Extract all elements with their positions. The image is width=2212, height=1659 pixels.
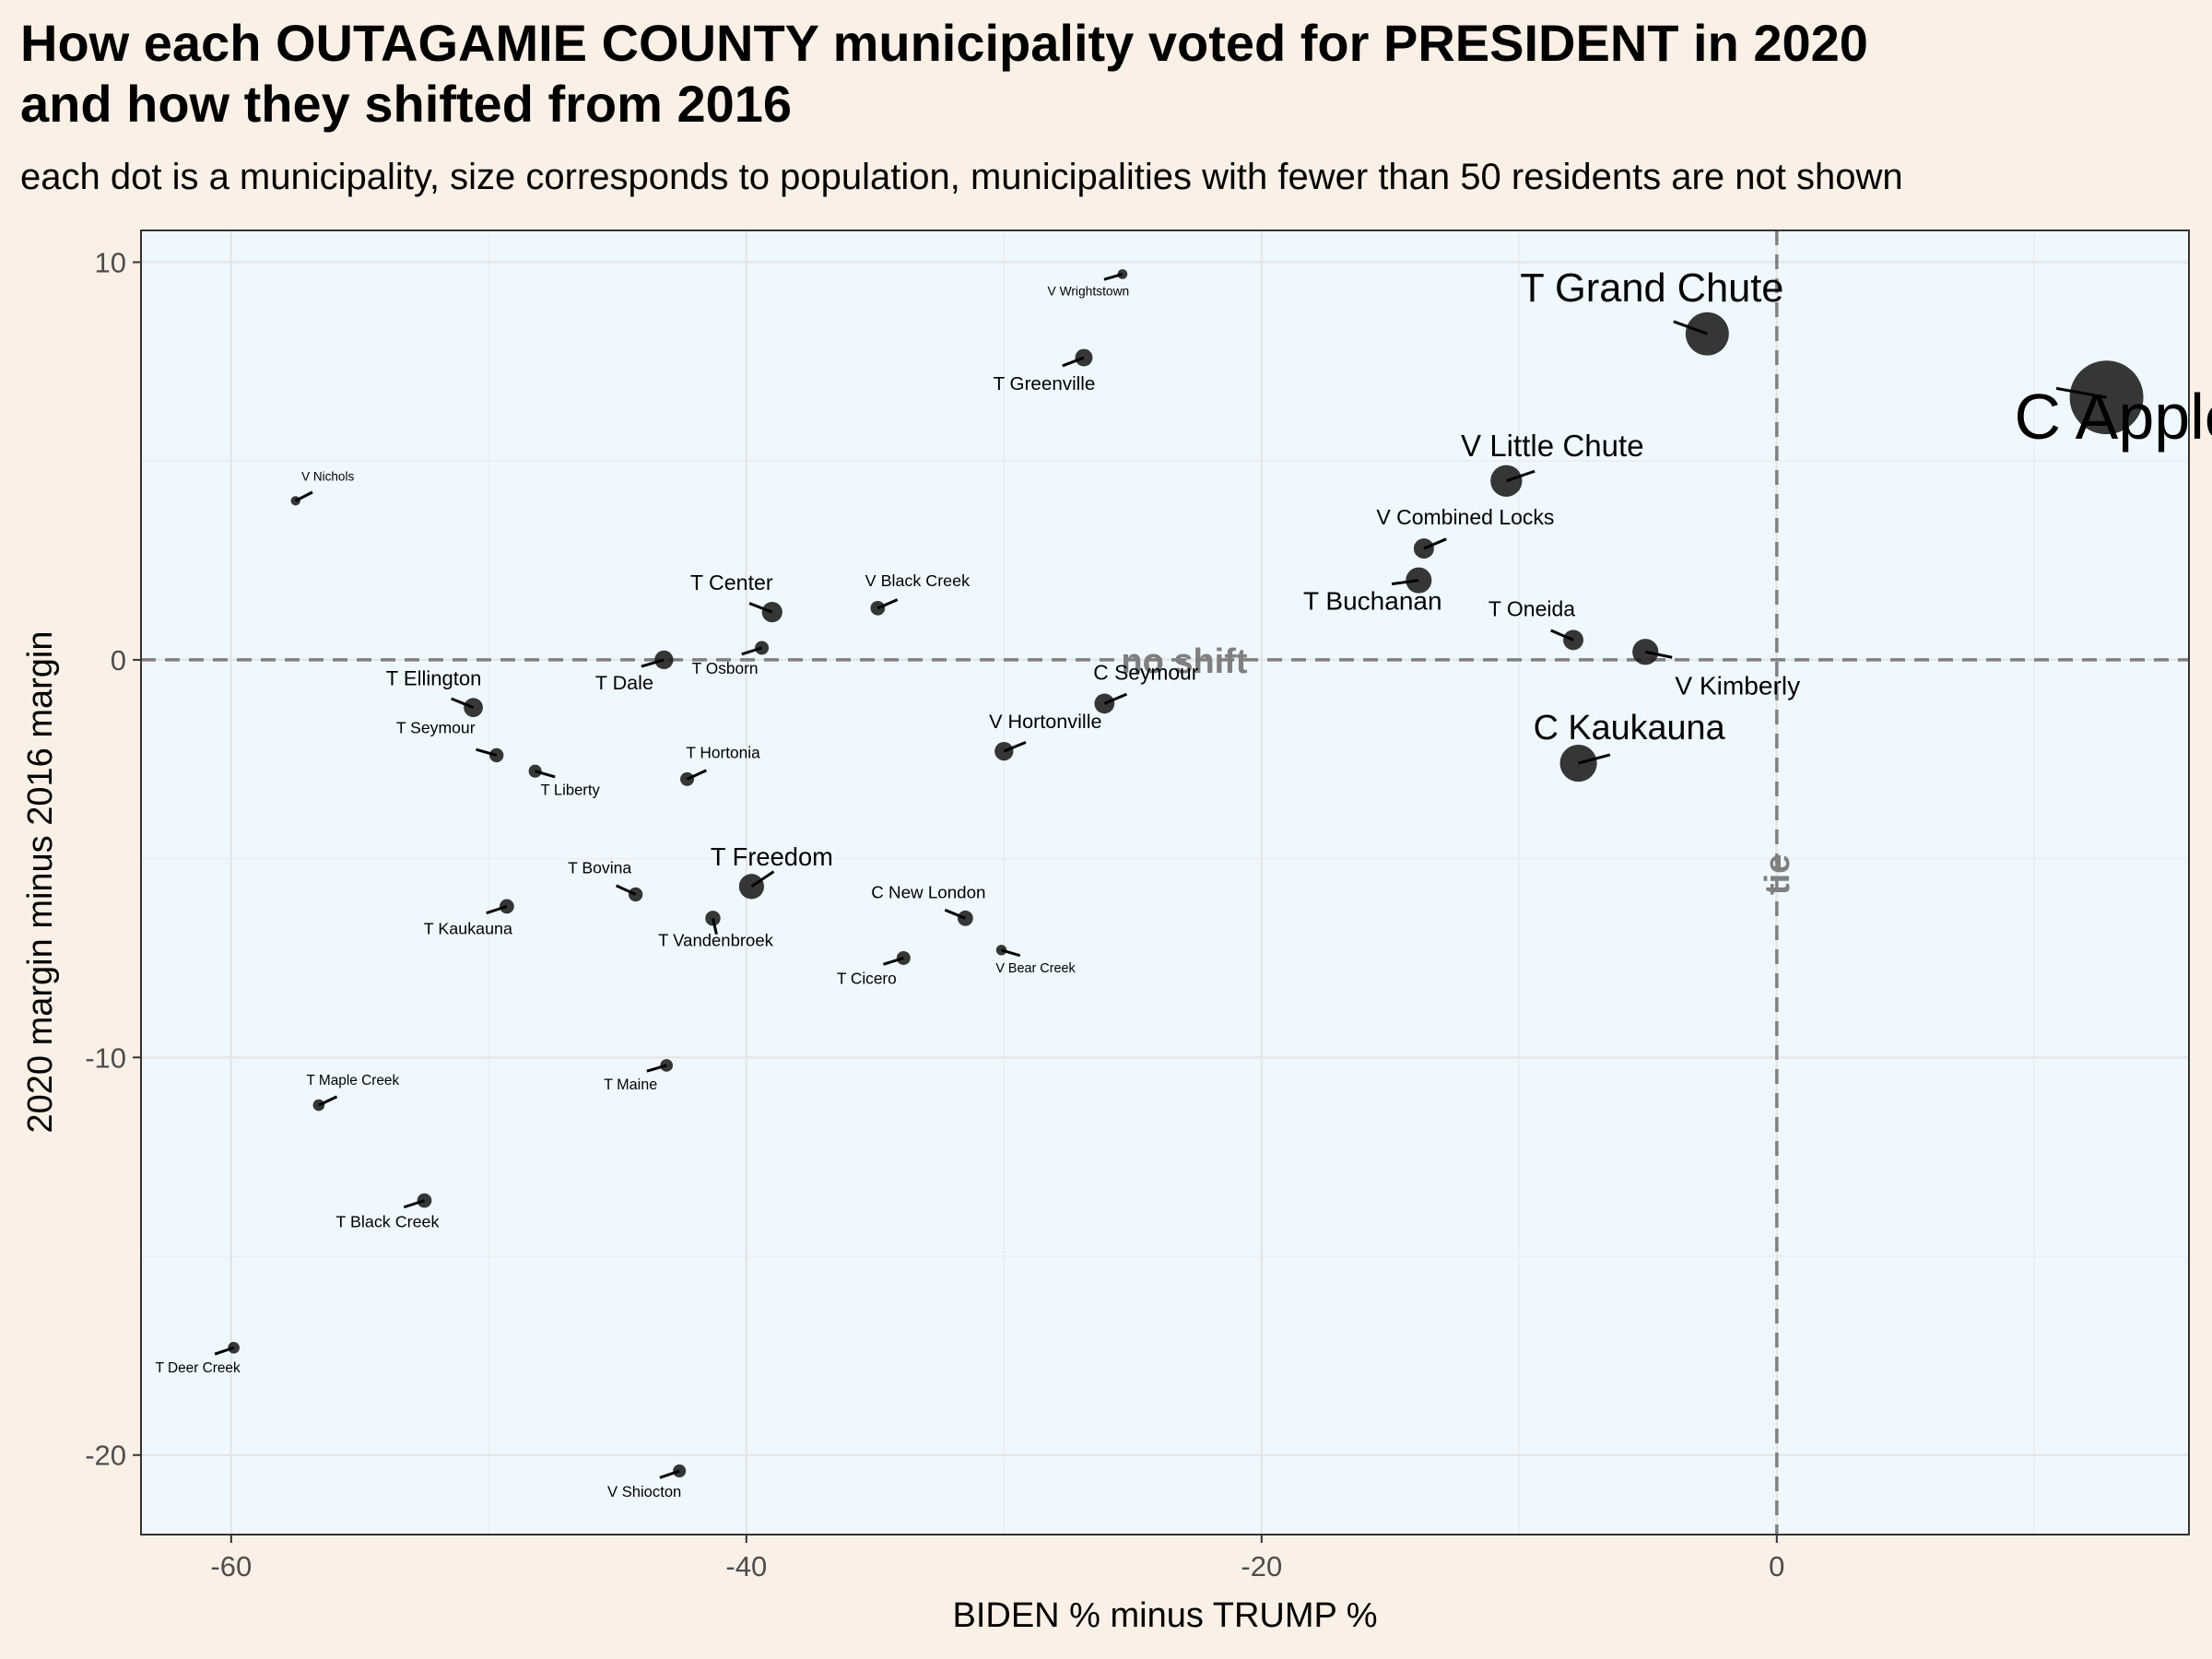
point-label: T Maine	[604, 1077, 657, 1093]
point-label: C Appleton	[2015, 381, 2212, 453]
chart-title: How each OUTAGAMIE COUNTY municipality v…	[20, 13, 1868, 135]
point-label: C Seymour	[1093, 660, 1198, 684]
point-label: T Liberty	[540, 782, 600, 799]
point-label: T Cicero	[837, 969, 897, 987]
leader-line	[712, 917, 718, 935]
data-point	[417, 1193, 432, 1208]
chart-subtitle: each dot is a municipality, size corresp…	[20, 157, 1903, 197]
point-label: T Seymour	[396, 718, 476, 736]
no-shift-label: no shift	[1121, 642, 1248, 681]
point-label: T Freedom	[711, 842, 833, 871]
y-tick-label: -10	[85, 1041, 126, 1074]
leader-line	[476, 747, 498, 757]
leader-line	[877, 598, 899, 610]
point-label: T Greenville	[994, 373, 1096, 394]
leader-line	[1103, 273, 1124, 281]
point-label: T Deer Creek	[156, 1360, 241, 1376]
leader-line	[1550, 629, 1574, 641]
y-tick-label: -20	[85, 1440, 126, 1472]
point-label: V Combined Locks	[1376, 505, 1554, 529]
data-point	[1685, 312, 1729, 356]
leader-line	[318, 1095, 338, 1107]
point-label: T Hortonia	[686, 743, 760, 761]
plot-border	[140, 229, 2190, 1535]
reference-lines: no shift tie	[141, 230, 2189, 1535]
point-label: V Shiocton	[607, 1483, 681, 1500]
chart-title-line-1: How each OUTAGAMIE COUNTY municipality v…	[20, 14, 1868, 72]
leader-line	[641, 658, 665, 668]
leader-line	[1103, 692, 1128, 705]
x-axis-title: BIDEN % minus TRUMP %	[952, 1596, 1377, 1635]
data-point	[628, 887, 643, 902]
point-label: T Kaukauna	[424, 919, 512, 937]
point-label: V Nichols	[301, 469, 354, 483]
leader-line	[295, 490, 313, 502]
x-tick-label: 0	[1769, 1550, 1784, 1583]
data-point	[1632, 639, 1659, 665]
point-label: C Kaukauna	[1534, 709, 1726, 747]
leader-line	[486, 904, 508, 915]
data-point	[1094, 693, 1115, 714]
leader-line	[1391, 579, 1419, 586]
leader-line	[403, 1199, 425, 1209]
data-point	[680, 771, 695, 786]
y-axis-title: 2020 margin minus 2016 margin	[21, 631, 60, 1134]
leader-line	[883, 957, 904, 966]
leader-line	[1673, 320, 1708, 335]
tie-label: tie	[1759, 854, 1797, 895]
leader-line	[1578, 753, 1611, 765]
point-label: T Buchanan	[1303, 587, 1442, 616]
point-label: V Little Chute	[1461, 429, 1644, 464]
leader-line	[214, 1346, 235, 1356]
leader-line	[1003, 741, 1027, 753]
point-label: T Grand Chute	[1520, 266, 1783, 311]
data-point	[464, 698, 483, 718]
point-label: T Bovina	[568, 858, 631, 877]
point-label: V Black Creek	[865, 571, 970, 590]
leader-line	[686, 769, 707, 781]
leader-line	[1644, 650, 1673, 659]
point-label: T Black Creek	[335, 1213, 439, 1231]
point-label: V Wrightstown	[1048, 284, 1130, 298]
leader-line	[646, 1064, 667, 1073]
leader-line	[750, 870, 775, 888]
point-labels: C Appleton T Grand Chute C Kaukauna V Littl…	[156, 266, 2212, 1500]
point-label: V Hortonville	[989, 710, 1101, 733]
y-tick-label: 10	[95, 247, 126, 279]
y-tick-label: 0	[111, 644, 126, 677]
point-label: T Osborn	[692, 659, 759, 677]
plot-panel	[141, 230, 2189, 1535]
point-label: V Kimberly	[1675, 671, 1800, 700]
leader-line	[535, 770, 556, 779]
axes: -60 -40 -20 0 -20 -10 0 10	[85, 247, 1784, 1583]
leader-line	[1062, 356, 1085, 368]
x-tick-label: -20	[1241, 1550, 1282, 1583]
point-label: T Vandenbroek	[658, 930, 774, 949]
leader-line	[616, 884, 637, 896]
x-tick-label: -60	[210, 1550, 252, 1583]
leader-line	[741, 646, 763, 656]
leader-line	[1505, 469, 1535, 483]
point-label: T Oneida	[1488, 596, 1575, 620]
point-label: T Center	[690, 571, 773, 594]
chart-title-line-2: and how they shifted from 2016	[20, 75, 793, 133]
leader-line	[1423, 537, 1447, 550]
point-label: T Dale	[595, 671, 653, 694]
point-label: V Bear Creek	[995, 961, 1076, 976]
point-label: T Ellington	[386, 667, 482, 690]
x-tick-label: -40	[725, 1550, 767, 1583]
data-point	[761, 602, 782, 623]
point-label: C New London	[871, 882, 985, 901]
data-point	[489, 747, 504, 763]
leader-line	[659, 1469, 680, 1479]
point-label: T Maple Creek	[307, 1073, 400, 1088]
leader-line	[451, 697, 475, 710]
leader-line	[944, 908, 966, 920]
leader-line	[748, 602, 773, 614]
data-point	[312, 1099, 325, 1112]
leader-line	[2055, 386, 2107, 399]
leader-line	[1001, 948, 1021, 958]
